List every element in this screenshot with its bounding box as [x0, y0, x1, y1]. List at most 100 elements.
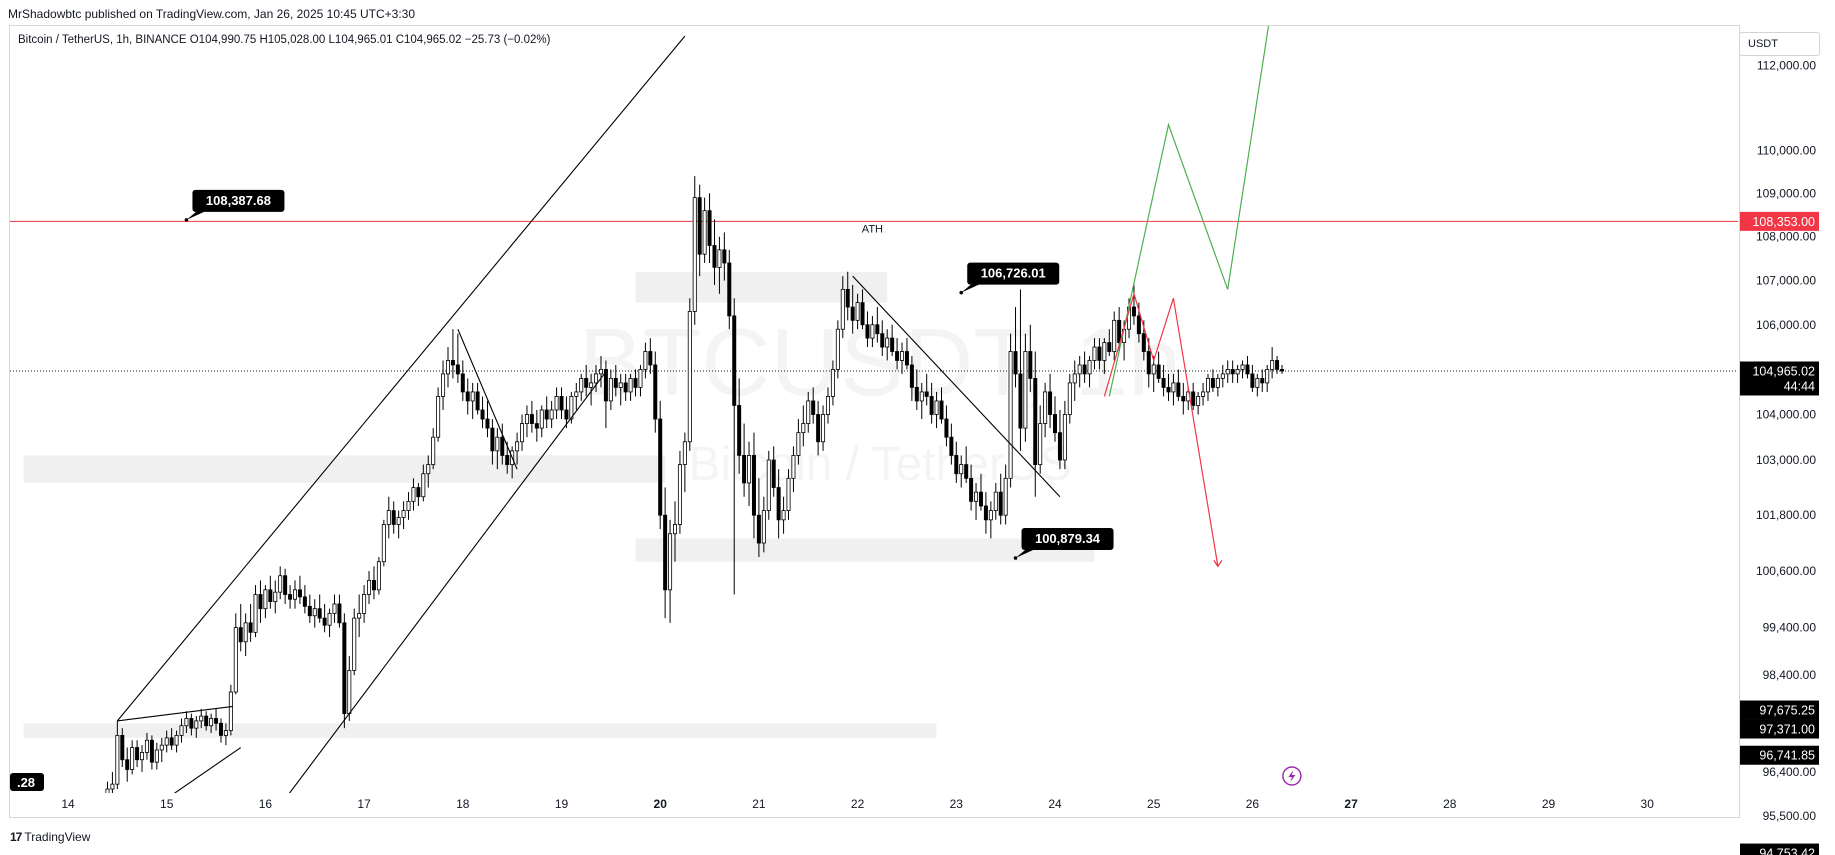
candle-body	[692, 197, 697, 312]
candle-body	[480, 409, 485, 420]
candle-body	[115, 735, 120, 785]
candle-body	[460, 373, 465, 393]
publish-credit: MrShadowbtc published on TradingView.com…	[8, 7, 416, 21]
candle-body	[529, 414, 534, 424]
candle-body	[515, 441, 520, 452]
candle-body	[312, 608, 317, 617]
candle-body	[347, 670, 352, 715]
candle-body	[1240, 364, 1245, 370]
symbol-legend[interactable]: Bitcoin / TetherUS, 1h, BINANCE O104,990…	[18, 34, 550, 46]
price-callout[interactable]	[192, 189, 285, 212]
y-tick-label: 101,800.00	[1756, 508, 1816, 522]
price-badge[interactable]	[1740, 361, 1819, 396]
price-badge[interactable]	[1740, 745, 1819, 765]
price-badge[interactable]	[1740, 843, 1819, 855]
candle-body	[485, 418, 490, 429]
candle-body	[554, 396, 559, 411]
candle-body	[1260, 378, 1265, 384]
candle-body	[288, 594, 293, 600]
bearish-projection-path[interactable]	[1103, 291, 1219, 567]
candle-body	[214, 718, 219, 724]
candle-body	[668, 533, 673, 591]
candle-body	[421, 473, 426, 498]
zone-rect	[23, 723, 937, 738]
bearish-arrow-head	[1213, 560, 1223, 568]
price-callout[interactable]	[1021, 527, 1114, 550]
candle-body	[801, 423, 806, 434]
candle-body	[909, 364, 914, 388]
candle-body	[673, 524, 678, 535]
price-callout[interactable]	[967, 262, 1060, 285]
candle-body	[929, 396, 934, 415]
candle-body	[391, 510, 396, 525]
candle-body	[1057, 432, 1062, 461]
candle-body	[268, 589, 273, 602]
candle-body	[174, 735, 179, 746]
currency-selector[interactable]: USDT	[1739, 32, 1820, 56]
candle-body	[539, 409, 544, 429]
candle-body	[223, 730, 228, 736]
candle-body	[436, 396, 441, 438]
candle-body	[189, 718, 194, 729]
candle-body	[110, 783, 115, 790]
candle-body	[737, 405, 742, 456]
candle-body	[998, 491, 1003, 516]
misc-layer	[1282, 766, 1302, 786]
candle-body	[717, 249, 722, 268]
candle-body	[924, 391, 929, 397]
candle-body	[988, 510, 993, 521]
candle-body	[204, 715, 209, 727]
zones-layer	[23, 271, 1095, 738]
bullish-projection-path[interactable]	[1108, 3, 1272, 397]
x-tick-label: 25	[1147, 797, 1161, 811]
price-badge-label: 96,741.85	[1759, 749, 1815, 763]
candle-body	[273, 591, 278, 602]
tradingview-logo[interactable]: 17 TradingView	[10, 830, 90, 844]
chart-frame	[9, 25, 1740, 818]
x-tick-label: 29	[1542, 797, 1556, 811]
candle-body	[677, 464, 682, 525]
cut-off-callout-label: .28	[17, 775, 35, 790]
candle-body	[895, 351, 900, 361]
candle-body	[1023, 351, 1028, 429]
candle-body	[949, 436, 954, 456]
trendline[interactable]	[117, 705, 233, 722]
candle-body	[914, 387, 919, 402]
candle-body	[332, 603, 337, 614]
price-badge[interactable]	[1740, 211, 1819, 231]
x-tick-label: 20	[654, 797, 668, 811]
candle-body	[470, 391, 475, 402]
y-tick-label: 107,000.00	[1756, 274, 1816, 288]
tv-logo-icon: 17	[10, 830, 22, 844]
candle-body	[623, 382, 628, 393]
candle-body	[465, 391, 470, 402]
trendline[interactable]	[106, 747, 242, 841]
ohlc-close: C104,965.02	[395, 34, 462, 46]
candle-body	[1028, 351, 1033, 379]
candle-body	[1250, 373, 1255, 388]
ohlc-open: O104,990.75	[189, 34, 257, 46]
candle-body	[91, 821, 94, 836]
trendline[interactable]	[457, 329, 518, 470]
candle-body	[1013, 351, 1018, 375]
trendline[interactable]	[852, 275, 1061, 498]
candle-body	[1220, 373, 1225, 379]
candle-body	[613, 378, 618, 388]
candle-body	[307, 605, 312, 617]
candle-body	[1230, 369, 1235, 375]
candle-body	[1072, 373, 1077, 384]
candle-body	[357, 612, 362, 619]
candle-body	[855, 302, 860, 321]
price-badge[interactable]	[1740, 719, 1819, 739]
candle-body	[594, 373, 599, 384]
lightning-icon[interactable]	[1282, 766, 1302, 786]
candle-body	[732, 315, 737, 406]
candle-body	[742, 455, 747, 484]
candle-body	[209, 718, 214, 727]
trendline[interactable]	[236, 371, 607, 855]
candle-body	[974, 491, 979, 502]
price-badge[interactable]	[1740, 700, 1819, 720]
y-tick-label: 110,000.00	[1757, 143, 1816, 157]
trendline[interactable]	[116, 35, 686, 722]
